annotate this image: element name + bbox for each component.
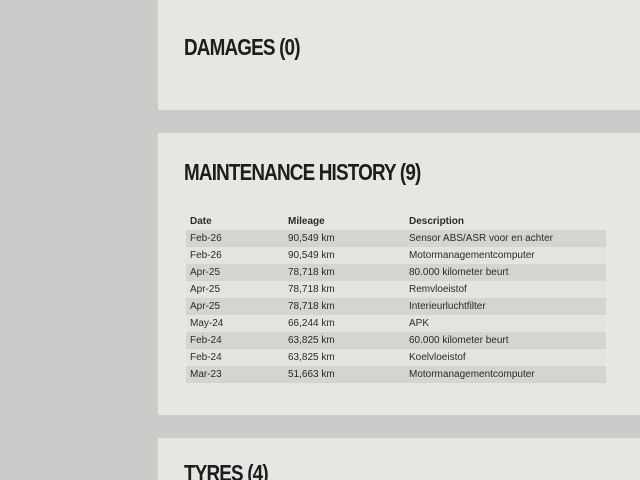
cell-description: 60.000 kilometer beurt — [409, 335, 509, 346]
cell-date: Feb-24 — [190, 335, 222, 346]
cell-description: Koelvloeistof — [409, 352, 466, 363]
column-date: Date — [190, 216, 212, 227]
table-row: Feb-26 90,549 km Sensor ABS/ASR voor en ac… — [186, 230, 606, 247]
column-description: Description — [409, 216, 465, 227]
cell-description: Interieurluchtfilter — [409, 301, 486, 312]
cell-description: Remvloeistof — [409, 284, 467, 295]
column-mileage: Mileage — [288, 216, 325, 227]
cell-mileage: 63,825 km — [288, 352, 335, 363]
cell-description: 80.000 kilometer beurt — [409, 267, 509, 278]
table-header: Date Mileage Description — [186, 213, 606, 230]
damages-title: DAMAGES (0) — [184, 34, 300, 60]
damages-section: DAMAGES (0) — [158, 0, 640, 110]
cell-date: Feb-26 — [190, 250, 222, 261]
tyres-title: TYRES (4) — [184, 460, 269, 480]
cell-mileage: 78,718 km — [288, 284, 335, 295]
table-row: Feb-24 63,825 km Koelvloeistof — [186, 349, 606, 366]
cell-description: APK — [409, 318, 430, 329]
cell-mileage: 63,825 km — [288, 335, 335, 346]
maintenance-section: MAINTENANCE HISTORY (9) Date Mileage Des… — [158, 133, 640, 415]
table-row: Feb-26 90,549 km Motormanagementcomputer — [186, 247, 606, 264]
cell-mileage: 51,663 km — [288, 369, 335, 380]
table-row: Apr-25 78,718 km Remvloeistof — [186, 281, 606, 298]
cell-description: Sensor ABS/ASR voor en achter — [409, 233, 553, 244]
cell-date: Apr-25 — [190, 301, 221, 312]
maintenance-title: MAINTENANCE HISTORY (9) — [184, 159, 421, 185]
maintenance-table: Date Mileage Description Feb-26 90,549 km… — [186, 213, 606, 383]
cell-date: Apr-25 — [190, 267, 221, 278]
cell-date: Mar-23 — [190, 369, 222, 380]
table-row: Mar-23 51,663 km Motormanagementcomputer — [186, 366, 606, 383]
cell-date: May-24 — [190, 318, 224, 329]
table-row: Apr-25 78,718 km 80.000 kilometer beurt — [186, 264, 606, 281]
cell-date: Apr-25 — [190, 284, 221, 295]
cell-date: Feb-24 — [190, 352, 222, 363]
cell-mileage: 66,244 km — [288, 318, 335, 329]
cell-description: Motormanagementcomputer — [409, 369, 535, 380]
table-row: Apr-25 78,718 km Interieurluchtfilter — [186, 298, 606, 315]
cell-description: Motormanagementcomputer — [409, 250, 535, 261]
cell-mileage: 78,718 km — [288, 301, 335, 312]
cell-mileage: 90,549 km — [288, 250, 335, 261]
tyres-section: TYRES (4) — [158, 438, 640, 480]
cell-mileage: 90,549 km — [288, 233, 335, 244]
cell-mileage: 78,718 km — [288, 267, 335, 278]
table-row: May-24 66,244 km APK — [186, 315, 606, 332]
cell-date: Feb-26 — [190, 233, 222, 244]
table-row: Feb-24 63,825 km 60.000 kilometer beurt — [186, 332, 606, 349]
